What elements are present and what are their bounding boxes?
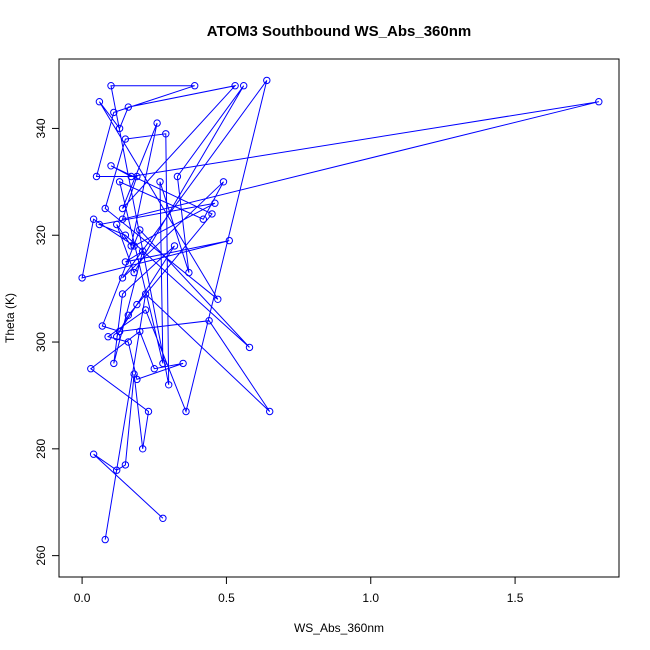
y-axis: 260 280 300 320 340 <box>34 118 59 566</box>
data-point <box>107 162 115 170</box>
x-axis-label: WS_Abs_360nm <box>294 621 384 635</box>
data-point <box>118 290 127 298</box>
data-point <box>240 82 248 90</box>
data-point <box>110 108 118 117</box>
y-tick-label: 300 <box>34 332 48 352</box>
data-point <box>130 242 138 250</box>
data-point <box>173 172 182 181</box>
data-point <box>78 274 86 282</box>
data-point <box>130 268 138 277</box>
data-point <box>124 103 133 111</box>
chart-title: ATOM3 Southbound WS_Abs_360nm <box>207 23 471 40</box>
data-point <box>191 82 199 90</box>
data-point <box>124 311 133 319</box>
data-point <box>133 375 141 384</box>
data-point <box>121 231 130 239</box>
data-point <box>121 135 130 143</box>
x-tick-label: 1.0 <box>362 591 379 605</box>
data-point <box>104 333 112 341</box>
data-point <box>101 204 109 213</box>
data-point <box>219 178 228 186</box>
series-line <box>81 80 599 540</box>
data-point <box>87 365 95 373</box>
data-point <box>185 268 193 277</box>
data-point <box>89 215 98 223</box>
data-point <box>95 220 104 229</box>
data-point <box>115 124 124 133</box>
data-point <box>92 172 101 181</box>
data-point <box>231 82 239 90</box>
data-point <box>118 204 127 213</box>
y-tick-label: 260 <box>34 545 48 565</box>
data-point <box>159 514 167 522</box>
data-point <box>150 365 159 373</box>
data-point <box>107 82 115 90</box>
data-point <box>214 295 222 303</box>
y-tick-label: 280 <box>34 439 48 459</box>
plot-area <box>78 76 603 544</box>
data-point <box>170 242 179 250</box>
y-tick-label: 340 <box>34 118 48 138</box>
data-point <box>199 215 208 223</box>
data-point <box>121 461 130 469</box>
data-point <box>133 172 141 181</box>
y-axis-label: Theta (K) <box>3 293 17 343</box>
data-point <box>113 220 121 229</box>
data-point <box>179 359 187 368</box>
data-point <box>141 290 150 298</box>
data-point <box>98 322 107 330</box>
data-point <box>156 178 164 186</box>
data-point <box>115 327 124 336</box>
plot-frame <box>58 58 620 578</box>
data-point <box>595 98 603 106</box>
data-point <box>159 359 167 368</box>
data-point <box>144 407 153 416</box>
y-tick-label: 320 <box>34 225 48 245</box>
data-point <box>139 445 147 453</box>
data-point <box>101 535 109 544</box>
data-point <box>205 317 213 325</box>
data-point <box>139 247 147 255</box>
data-point <box>127 242 135 250</box>
data-point <box>266 407 274 416</box>
data-point <box>118 274 127 282</box>
data-point <box>182 407 190 416</box>
data-point <box>89 450 98 458</box>
data-point <box>115 178 124 186</box>
x-tick-label: 0.0 <box>74 591 91 605</box>
x-tick-label: 0.5 <box>218 591 235 605</box>
data-point <box>165 381 173 389</box>
data-point <box>141 306 150 314</box>
x-tick-label: 1.5 <box>507 591 524 605</box>
data-point <box>225 236 234 245</box>
data-point <box>127 172 135 181</box>
data-point <box>136 226 144 234</box>
data-point <box>208 210 216 218</box>
data-point <box>162 130 170 138</box>
data-point <box>153 119 161 127</box>
data-point <box>136 327 144 336</box>
data-point <box>124 338 133 346</box>
data-point <box>133 300 141 309</box>
data-point <box>211 199 219 207</box>
data-point <box>113 466 121 474</box>
data-point <box>110 359 118 368</box>
data-point <box>121 258 130 266</box>
data-point <box>245 343 254 352</box>
data-point <box>118 215 127 223</box>
data-point <box>95 98 104 106</box>
data-point <box>263 76 271 85</box>
x-axis: 0.0 0.5 1.0 1.5 <box>74 577 524 605</box>
